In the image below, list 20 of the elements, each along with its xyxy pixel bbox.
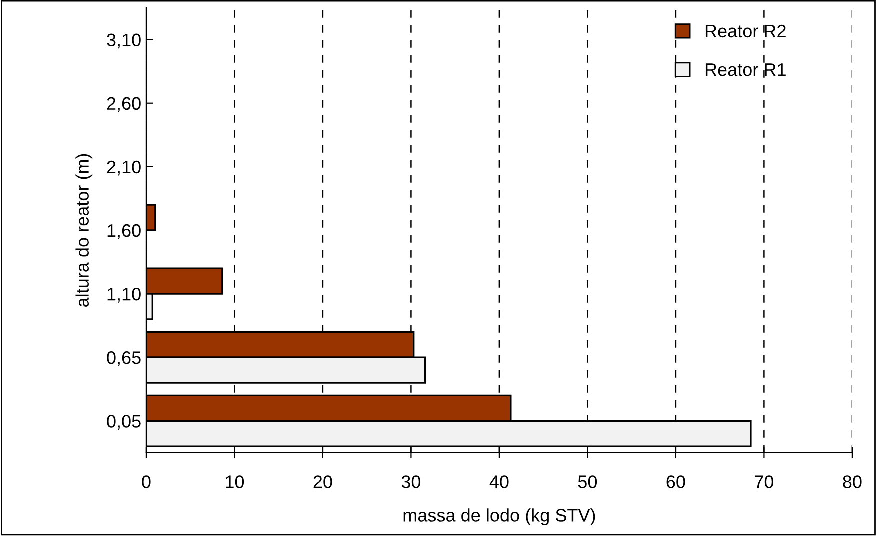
- x-tick-label: 30: [402, 476, 421, 488]
- x-tick-label: 0: [142, 476, 151, 488]
- x-tick-label: 60: [666, 476, 686, 488]
- y-tick-label: 0,05: [107, 415, 141, 430]
- x-tick-label: 80: [843, 476, 862, 488]
- x-tick-label: 20: [314, 476, 332, 488]
- y-tick-label: 2,60: [107, 97, 141, 112]
- y-tick-label: 3,10: [107, 34, 141, 49]
- x-tick-label: 40: [490, 476, 509, 488]
- y-axis-title: altura do reator (m): [76, 154, 93, 307]
- x-tick-label: 10: [226, 476, 244, 488]
- y-tick-label: 2,10: [107, 160, 141, 176]
- y-tick-label: 1,10: [108, 288, 141, 303]
- x-axis-title: massa de lodo (kg STV): [404, 508, 596, 526]
- x-tick-label: 70: [755, 476, 774, 488]
- x-tick-label: 50: [578, 476, 598, 488]
- y-tick-label: 1,60: [108, 224, 141, 240]
- y-tick-label: 0,65: [107, 352, 141, 366]
- legend-label: Reator R2: [706, 24, 786, 38]
- legend-label: Reator R1: [706, 64, 786, 76]
